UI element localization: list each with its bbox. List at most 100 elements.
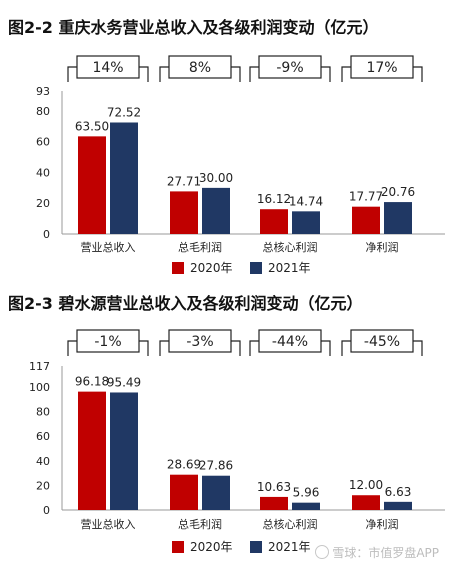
data-label: 14.74 — [289, 194, 323, 208]
bar-2021 — [292, 211, 320, 234]
legend-label: 2020年 — [190, 540, 233, 554]
data-label: 72.52 — [107, 105, 141, 119]
change-value: -9% — [276, 60, 303, 76]
change-value: -45% — [364, 334, 400, 350]
change-value: -1% — [94, 334, 121, 350]
x-tick-label: 总核心利润 — [263, 517, 318, 531]
y-tick-label: 60 — [36, 136, 50, 149]
bar-2020 — [78, 391, 106, 510]
change-value: -3% — [186, 334, 213, 350]
legend-swatch — [250, 541, 262, 553]
change-box — [258, 329, 322, 353]
change-annotation: 8% — [159, 55, 241, 82]
bar-2020 — [78, 136, 106, 234]
data-label: 16.12 — [257, 192, 291, 206]
x-tick-label: 净利润 — [366, 517, 399, 531]
watermark: 雪球：市值罗盘APP — [315, 544, 439, 561]
bracket-left — [249, 340, 259, 356]
bracket-left — [67, 340, 77, 356]
legend-swatch — [172, 262, 184, 274]
change-annotation: -45% — [341, 329, 423, 356]
bracket-left — [159, 66, 169, 82]
y-tick-label: 100 — [29, 381, 50, 394]
data-label: 20.76 — [381, 185, 415, 199]
data-label: 95.49 — [107, 375, 141, 389]
bracket-right — [139, 340, 149, 356]
y-tick-label: 93 — [36, 85, 50, 98]
data-label: 96.18 — [75, 375, 109, 389]
change-box — [258, 55, 322, 79]
y-tick-label: 0 — [43, 228, 50, 241]
data-label: 10.63 — [257, 480, 291, 494]
legend: 2020年 2021年 — [172, 261, 311, 275]
bracket-left — [249, 66, 259, 82]
legend-label: 2021年 — [268, 261, 311, 275]
change-annotation: -1% — [67, 329, 149, 356]
bar-2021 — [110, 122, 138, 234]
snowball-icon — [315, 545, 330, 559]
data-label: 27.86 — [199, 459, 233, 473]
x-tick-label: 营业总收入 — [81, 240, 136, 254]
change-annotation: -3% — [159, 329, 241, 356]
bar-2020 — [352, 495, 380, 510]
bracket-right — [413, 66, 423, 82]
data-label: 27.71 — [167, 174, 201, 188]
x-tick-label: 总毛利润 — [178, 240, 222, 254]
y-tick-label: 80 — [36, 406, 50, 419]
bar-2021 — [384, 202, 412, 234]
legend-swatch — [172, 541, 184, 553]
change-annotation: 14% — [67, 55, 149, 82]
bar-2021 — [202, 187, 230, 234]
bracket-right — [139, 66, 149, 82]
change-box — [76, 329, 140, 353]
bar-2020 — [260, 496, 288, 510]
bar-2020 — [260, 209, 288, 234]
bar-2020 — [170, 474, 198, 510]
change-box — [168, 55, 232, 79]
y-tick-label: 40 — [36, 166, 50, 179]
change-value: -44% — [272, 334, 308, 350]
change-annotation: -44% — [249, 329, 331, 356]
bracket-left — [67, 66, 77, 82]
change-box — [76, 55, 140, 79]
y-tick-label: 20 — [36, 479, 50, 492]
bracket-left — [341, 66, 351, 82]
change-value: 14% — [92, 60, 123, 76]
change-value: 8% — [189, 60, 211, 76]
data-label: 28.69 — [167, 458, 201, 472]
bracket-left — [341, 340, 351, 356]
bar-2021 — [110, 392, 138, 510]
y-tick-label: 117 — [29, 360, 50, 373]
bracket-left — [159, 340, 169, 356]
data-label: 63.50 — [75, 119, 109, 133]
x-tick-label: 营业总收入 — [81, 517, 136, 531]
legend-label: 2021年 — [268, 540, 311, 554]
change-value: 17% — [366, 60, 397, 76]
bar-2021 — [384, 501, 412, 510]
legend-swatch — [250, 262, 262, 274]
data-label: 17.77 — [349, 190, 383, 204]
bar-2021 — [292, 502, 320, 510]
x-tick-label: 总毛利润 — [178, 517, 222, 531]
watermark-text: 雪球：市值罗盘APP — [332, 546, 439, 560]
change-box — [350, 329, 414, 353]
change-box — [350, 55, 414, 79]
y-tick-label: 80 — [36, 105, 50, 118]
x-tick-label: 净利润 — [366, 240, 399, 254]
change-annotation: 17% — [341, 55, 423, 82]
legend-label: 2020年 — [190, 261, 233, 275]
bracket-right — [321, 340, 331, 356]
bracket-right — [321, 66, 331, 82]
bar-2020 — [170, 191, 198, 234]
data-label: 5.96 — [293, 486, 320, 500]
data-label: 30.00 — [199, 171, 233, 185]
y-tick-label: 40 — [36, 455, 50, 468]
change-box — [168, 329, 232, 353]
legend: 2020年 2021年 — [172, 540, 311, 554]
data-label: 12.00 — [349, 478, 383, 492]
bar-2020 — [352, 206, 380, 234]
chart-1-title: 图2-2 重庆水务营业总收入及各级利润变动（亿元） — [8, 18, 379, 37]
data-label: 6.63 — [385, 485, 412, 499]
